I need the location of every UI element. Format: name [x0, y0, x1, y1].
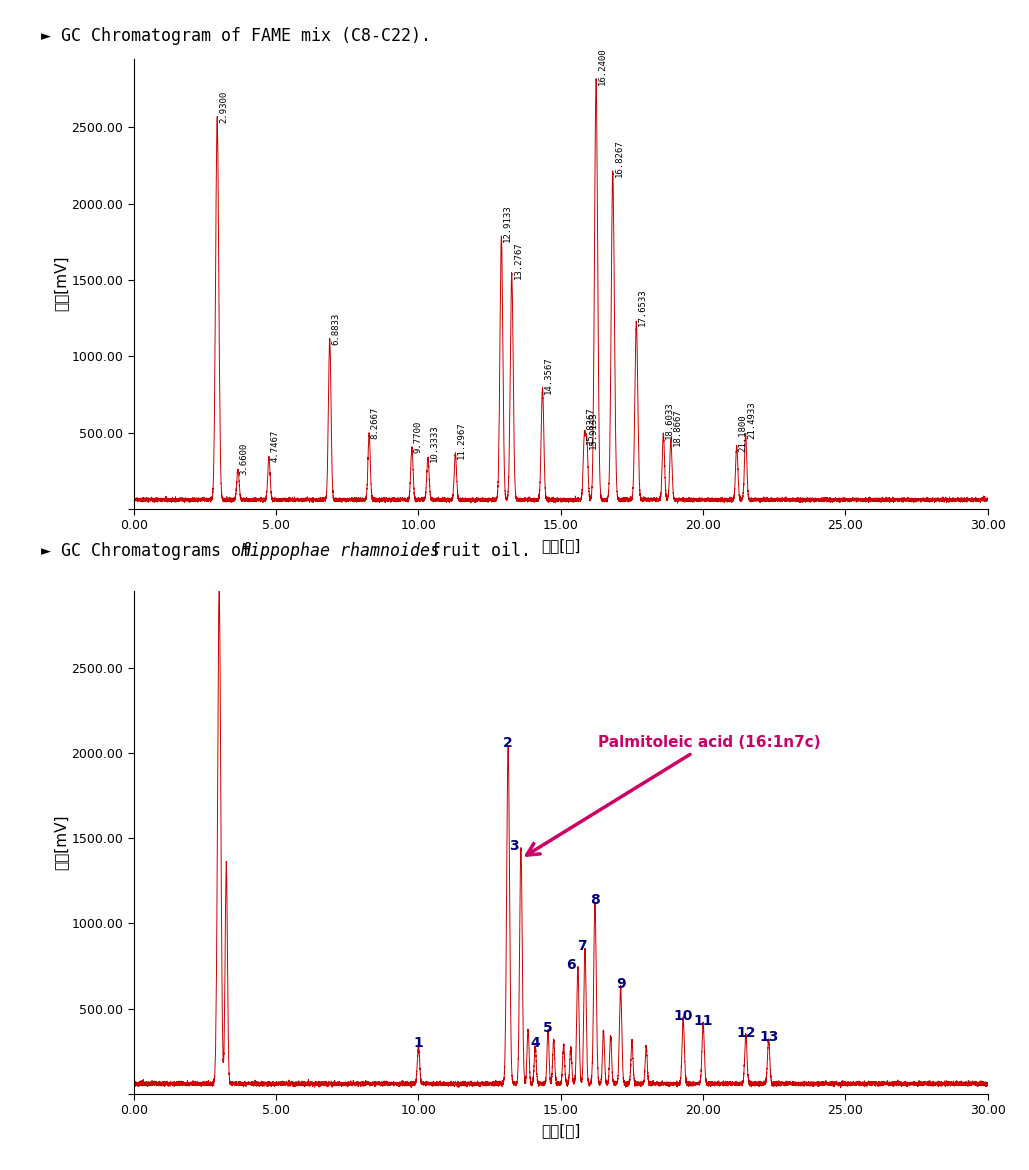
Text: 21.4933: 21.4933 [747, 401, 756, 440]
Text: 10.3333: 10.3333 [430, 425, 438, 462]
Y-axis label: 전압[mV]: 전압[mV] [54, 256, 69, 311]
Text: 4: 4 [530, 1037, 540, 1051]
Text: 15.8267: 15.8267 [587, 406, 595, 445]
Text: fruit oil.: fruit oil. [422, 542, 531, 559]
Text: 12.9133: 12.9133 [503, 205, 512, 242]
Text: Palmitoleic acid (16:1n7c): Palmitoleic acid (16:1n7c) [527, 735, 820, 855]
Text: 10: 10 [674, 1010, 693, 1024]
Text: 7: 7 [577, 940, 587, 954]
Text: 9: 9 [615, 977, 626, 991]
Text: 11.2967: 11.2967 [457, 421, 466, 460]
Text: 21.1800: 21.1800 [739, 414, 747, 452]
Text: 5: 5 [543, 1021, 553, 1035]
Text: 13: 13 [759, 1030, 778, 1044]
Text: ► GC Chromatogram of FAME mix (C8-C22).: ► GC Chromatogram of FAME mix (C8-C22). [41, 27, 431, 44]
Text: 12: 12 [736, 1026, 755, 1040]
Text: 16.2400: 16.2400 [598, 48, 607, 85]
Text: 6.8833: 6.8833 [331, 312, 341, 345]
Text: 4.7467: 4.7467 [271, 431, 280, 462]
Text: 11: 11 [694, 1014, 713, 1028]
Text: 2: 2 [503, 736, 513, 750]
Text: 2.9300: 2.9300 [219, 91, 227, 123]
Text: 17.6533: 17.6533 [638, 289, 647, 326]
Text: ► GC Chromatograms of: ► GC Chromatograms of [41, 542, 261, 559]
Text: 6: 6 [566, 958, 575, 972]
Text: 8.2667: 8.2667 [370, 407, 380, 440]
Text: 9.7700: 9.7700 [414, 421, 423, 453]
Text: 1: 1 [414, 1037, 423, 1051]
Text: 8: 8 [590, 893, 600, 907]
Text: 18.6033: 18.6033 [665, 401, 674, 440]
X-axis label: 시간[분]: 시간[분] [541, 1123, 580, 1138]
Text: 15.9133: 15.9133 [589, 411, 598, 448]
X-axis label: 시간[분]: 시간[분] [541, 538, 580, 553]
Text: 16.8267: 16.8267 [614, 139, 624, 177]
Text: 13.2767: 13.2767 [513, 241, 523, 280]
Y-axis label: 전압[mV]: 전압[mV] [54, 814, 69, 870]
Text: Hippophae rhamnoides: Hippophae rhamnoides [241, 542, 440, 559]
Text: 3.6600: 3.6600 [240, 442, 249, 475]
Text: 18.8667: 18.8667 [673, 408, 681, 446]
Text: 3: 3 [509, 839, 519, 853]
Text: 14.3567: 14.3567 [544, 356, 554, 393]
